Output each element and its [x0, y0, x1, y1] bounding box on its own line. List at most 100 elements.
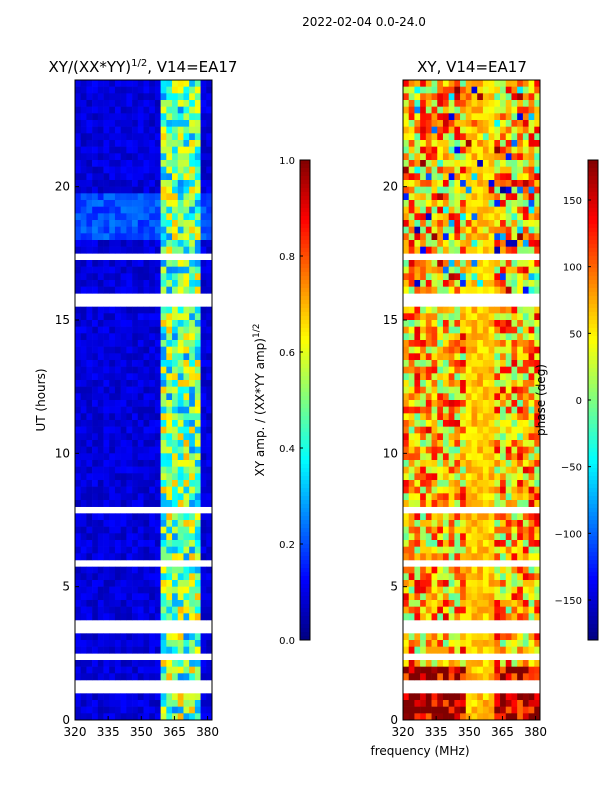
amp-heatmap-cell	[132, 113, 139, 121]
phase-heatmap-cell	[465, 360, 472, 367]
phase-heatmap-cell	[505, 393, 512, 401]
colorbar-segment	[588, 440, 598, 445]
phase-heatmap-cell	[494, 160, 501, 167]
phase-heatmap-cell	[425, 486, 432, 494]
amp-heatmap-cell	[160, 513, 167, 521]
amp-heatmap-cell	[137, 446, 144, 454]
colorbar-segment	[300, 300, 310, 305]
colorbar-segment	[300, 556, 310, 561]
phase-heatmap-cell	[482, 260, 489, 267]
colorbar-segment	[588, 556, 598, 561]
phase-heatmap-cell	[511, 466, 518, 474]
amp-heatmap-cell	[183, 380, 190, 387]
phase-heatmap-cell	[494, 513, 501, 521]
phase-heatmap-cell	[448, 86, 455, 94]
amp-heatmap-cell	[143, 286, 150, 294]
colorbar-segment	[588, 292, 598, 297]
phase-heatmap-cell	[488, 233, 495, 241]
phase-heatmap-cell	[454, 173, 461, 181]
amp-heatmap-cell	[160, 93, 167, 101]
phase-heatmap-cell	[505, 286, 512, 294]
phase-heatmap-cell	[465, 186, 472, 194]
amp-heatmap-cell	[166, 420, 173, 427]
amp-heatmap-cell	[160, 606, 167, 614]
phase-heatmap-cell	[425, 93, 432, 101]
colorbar-segment	[588, 256, 598, 261]
amp-heatmap-cell	[183, 573, 190, 581]
phase-heatmap-cell	[477, 360, 484, 367]
amp-heatmap-cell	[172, 120, 179, 127]
phase-heatmap-cell	[477, 333, 484, 341]
phase-heatmap-cell	[403, 226, 410, 234]
amp-heatmap-cell	[206, 500, 213, 507]
colorbar-segment	[588, 576, 598, 581]
phase-heatmap-cell	[505, 426, 512, 434]
amp-heatmap-cell	[120, 106, 127, 114]
phase-heatmap-cell	[420, 406, 427, 414]
phase-heatmap-cell	[425, 160, 432, 167]
phase-heatmap-cell	[425, 606, 432, 614]
phase-heatmap-cell	[431, 640, 438, 647]
amp-heatmap-cell	[120, 333, 127, 341]
amp-heatmap-cell	[97, 426, 104, 434]
amp-heatmap-cell	[194, 140, 201, 147]
phase-heatmap-cell	[442, 600, 449, 607]
phase-heatmap-cell	[528, 346, 535, 354]
phase-heatmap-cell	[408, 180, 415, 187]
phase-heatmap-cell	[425, 640, 432, 647]
colorbar-segment	[588, 548, 598, 553]
phase-heatmap-cell	[482, 120, 489, 127]
phase-heatmap-cell	[403, 520, 410, 527]
amp-heatmap-cell	[137, 646, 144, 654]
amp-heatmap-cell	[143, 593, 150, 601]
amp-heatmap-cell	[120, 246, 127, 254]
phase-heatmap-cell	[505, 326, 512, 334]
phase-heatmap-cell	[494, 360, 501, 367]
amp-heatmap-cell	[194, 86, 201, 94]
amp-heatmap-cell	[143, 146, 150, 154]
phase-heatmap-cell	[482, 193, 489, 201]
phase-heatmap-cell	[471, 233, 478, 241]
amp-colorbar-label: XY amp. / (XX*YY amp)1/2	[252, 324, 267, 477]
amp-heatmap-cell	[92, 120, 99, 127]
amp-heatmap-cell	[86, 706, 93, 714]
amp-heatmap-cell	[154, 566, 161, 574]
phase-heatmap-cell	[414, 246, 421, 254]
phase-heatmap-cell	[437, 153, 444, 161]
phase-heatmap-cell	[420, 273, 427, 281]
phase-heatmap-cell	[442, 566, 449, 574]
amp-heatmap-cell	[109, 640, 116, 647]
phase-heatmap-cell	[460, 246, 467, 254]
amp-heatmap-cell	[114, 193, 121, 201]
amp-heatmap-cell	[114, 673, 121, 681]
phase-heatmap-cell	[408, 326, 415, 334]
amp-heatmap-cell	[120, 573, 127, 581]
colorbar-segment	[588, 492, 598, 497]
colorbar-segment	[588, 316, 598, 321]
amp-heatmap-cell	[206, 93, 213, 101]
phase-heatmap-cell	[522, 133, 529, 141]
phase-heatmap-cell	[505, 240, 512, 247]
amp-heatmap-cell	[172, 286, 179, 294]
phase-heatmap-cell	[420, 133, 427, 141]
amp-heatmap-cell	[120, 426, 127, 434]
amp-heatmap-cell	[149, 546, 156, 554]
phase-heatmap-cell	[448, 500, 455, 507]
phase-heatmap-cell	[522, 226, 529, 234]
amp-heatmap-cell	[149, 513, 156, 521]
amp-heatmap-cell	[194, 400, 201, 407]
amp-heatmap-cell	[154, 593, 161, 601]
amp-heatmap-cell	[166, 540, 173, 547]
phase-heatmap-cell	[477, 206, 484, 214]
phase-heatmap-cell	[482, 473, 489, 481]
phase-heatmap-cell	[528, 633, 535, 641]
amp-heatmap-cell	[166, 613, 173, 621]
amp-heatmap-cell	[149, 126, 156, 134]
amp-heatmap-cell	[126, 526, 133, 534]
amp-heatmap-cell	[126, 666, 133, 674]
phase-heatmap-cell	[460, 400, 467, 407]
amp-heatmap-cell	[143, 586, 150, 594]
phase-heatmap-cell	[454, 600, 461, 607]
amp-heatmap-cell	[120, 446, 127, 454]
amp-heatmap-cell	[120, 466, 127, 474]
